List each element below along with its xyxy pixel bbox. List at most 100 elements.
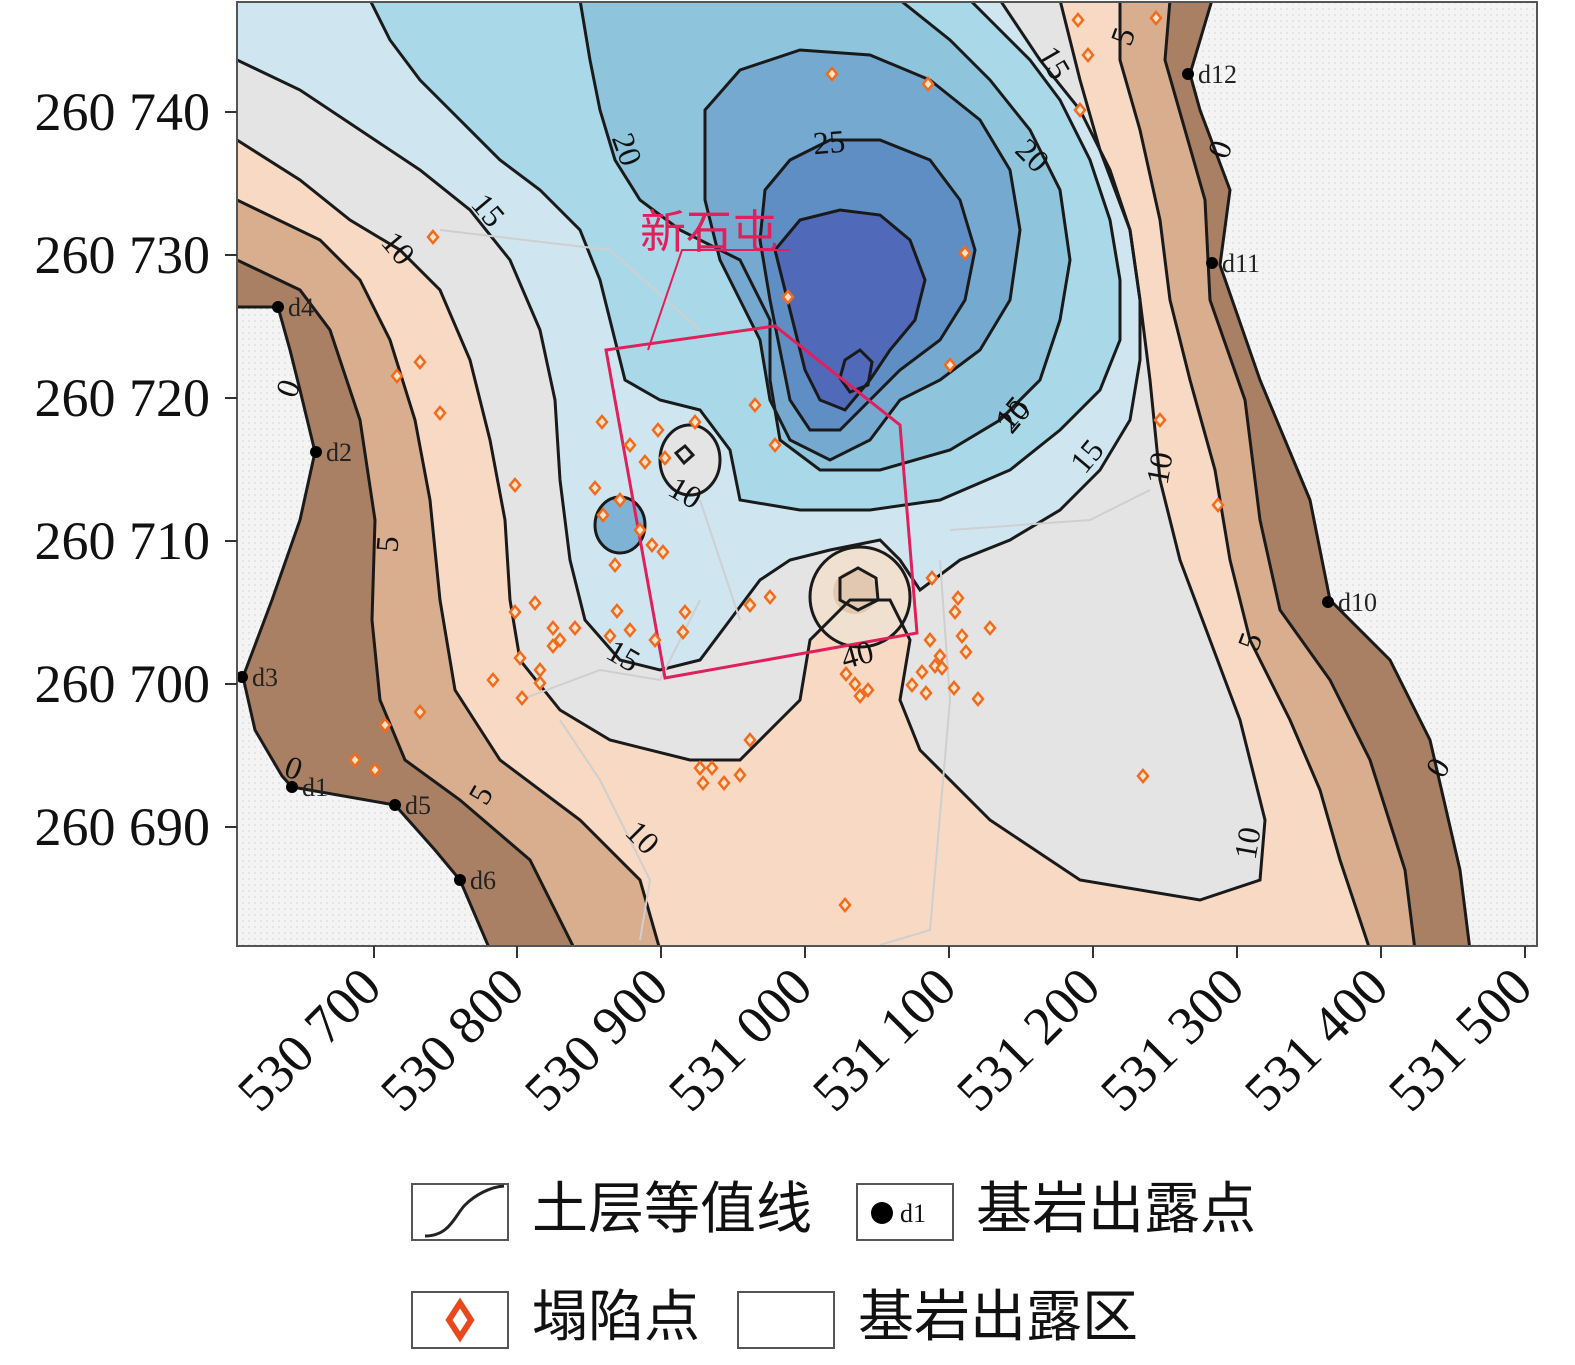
contour-line-30 xyxy=(578,2,1072,472)
x-axis-tick-label: 531 000 xyxy=(657,956,824,1123)
x-axis-tick-label: 531 400 xyxy=(1233,956,1400,1123)
bedrock-point-marker xyxy=(1206,257,1218,269)
y-axis-tick-label: 260 720 xyxy=(35,368,211,428)
contour-line-35 xyxy=(703,48,1022,462)
collapse-point-marker xyxy=(378,717,392,733)
y-axis-tick-label: 260 710 xyxy=(35,511,211,571)
bedrock-point-label: d11 xyxy=(1222,249,1260,278)
road-lines xyxy=(439,229,1151,946)
collapse-point-marker xyxy=(623,437,637,453)
collapse-point-marker xyxy=(610,603,624,619)
collapse-point-marker xyxy=(608,557,622,573)
collapse-point-marker xyxy=(638,454,652,470)
y-axis-tick-label: 260 730 xyxy=(35,225,211,285)
contour-line-40 xyxy=(758,138,977,432)
road-line xyxy=(879,559,952,946)
collapse-point-marker xyxy=(658,450,672,466)
legend: 土层等值线 d1 基岩出露点 塌陷点 基岩出露区 xyxy=(411,1179,1256,1349)
collapse-point-marker xyxy=(768,437,782,453)
legend-bedrock-point-sample: d1 xyxy=(900,1199,926,1228)
contour-line-10-west xyxy=(237,198,661,946)
x-axis-tick-label: 530 900 xyxy=(513,956,680,1123)
collapse-point-marker xyxy=(905,677,919,693)
x-axis-tick-label: 531 100 xyxy=(801,956,968,1123)
x-axis-tick-label: 530 800 xyxy=(369,956,536,1123)
bedrock-point-marker xyxy=(1322,596,1334,608)
collapse-point-marker xyxy=(705,760,719,776)
y-axis-tick-label: 260 740 xyxy=(35,82,211,142)
collapse-point-marker xyxy=(596,507,610,523)
collapse-point-marker xyxy=(838,897,852,913)
collapse-point-marker xyxy=(508,477,522,493)
y-axis-tick-label: 260 700 xyxy=(35,654,211,714)
collapse-point-marker xyxy=(348,752,362,768)
collapse-point-marker xyxy=(533,675,547,691)
contour-label: 25 xyxy=(812,123,847,162)
collapse-point-marker xyxy=(588,480,602,496)
collapse-point-marker xyxy=(955,628,969,644)
collapse-point-marker xyxy=(733,767,747,783)
collapse-point-marker xyxy=(983,620,997,636)
collapse-point-marker xyxy=(1081,47,1095,63)
bedrock-point-label: d12 xyxy=(1198,60,1237,89)
road-line xyxy=(699,499,741,621)
road-line xyxy=(439,229,701,331)
collapse-point-marker xyxy=(390,368,404,384)
road-line xyxy=(949,489,1151,531)
collapse-point-marker xyxy=(413,354,427,370)
contour-line-closed-hill xyxy=(808,545,912,649)
legend-collapse-point-icon xyxy=(445,1297,475,1343)
bedrock-point-label: d1 xyxy=(302,773,328,802)
bedrock-point-label: d5 xyxy=(405,791,431,820)
collapse-point-marker xyxy=(951,590,965,606)
collapse-point-marker xyxy=(486,672,500,688)
legend-contour-label: 土层等值线 xyxy=(532,1179,812,1241)
site-boundary xyxy=(604,324,919,680)
contour-lines xyxy=(237,2,1472,946)
collapse-point-marker xyxy=(528,595,542,611)
collapse-point-marker xyxy=(853,688,867,704)
collapse-point-marker xyxy=(645,537,659,553)
collapse-point-marker xyxy=(1211,497,1225,513)
collapse-point-marker xyxy=(656,544,670,560)
collapse-point-marker xyxy=(1153,412,1167,428)
bedrock-point-label: d4 xyxy=(288,293,314,322)
contour-line-5-east xyxy=(1163,2,1417,946)
collapse-point-marker xyxy=(613,492,627,508)
road-line xyxy=(519,599,701,701)
contour-closed-high xyxy=(595,497,645,553)
collapse-point-marker xyxy=(693,760,707,776)
collapse-point-marker xyxy=(839,666,853,682)
collapse-point-marker xyxy=(933,648,947,664)
x-axis-tick-label: 531 300 xyxy=(1089,956,1256,1123)
collapse-point-marker xyxy=(553,632,567,648)
collapse-points xyxy=(348,10,1225,913)
collapse-point-marker xyxy=(919,685,933,701)
contour-line-5-west xyxy=(237,258,575,946)
collapse-point-marker xyxy=(546,638,560,654)
bedrock-point-label: d2 xyxy=(326,438,352,467)
collapse-point-marker xyxy=(1149,10,1163,26)
bedrock-points: d1 d2 d3 d4 d5 d6 d10 d11 d12 xyxy=(237,60,1377,895)
collapse-point-marker xyxy=(513,650,527,666)
collapse-point-marker xyxy=(651,422,665,438)
collapse-point-marker xyxy=(743,732,757,748)
collapse-point-marker xyxy=(748,397,762,413)
contour-line-0-east xyxy=(1188,2,1472,946)
contour-band-45 xyxy=(775,210,925,410)
collapse-point-marker xyxy=(915,664,929,680)
contour-label: 5 xyxy=(368,535,405,554)
x-axis-tick-label: 530 700 xyxy=(226,956,393,1123)
collapse-point-marker xyxy=(696,775,710,791)
collapse-point-marker xyxy=(568,620,582,636)
bedrock-point-marker xyxy=(310,446,322,458)
collapse-point-marker xyxy=(1136,768,1150,784)
legend-bedrock-area-swatch xyxy=(737,1291,835,1349)
legend-contour-line-icon xyxy=(424,1184,505,1238)
collapse-point-marker xyxy=(648,632,662,648)
collapse-point-marker xyxy=(848,676,862,692)
collapse-point-marker xyxy=(433,405,447,421)
bedrock-point-marker xyxy=(272,301,284,313)
